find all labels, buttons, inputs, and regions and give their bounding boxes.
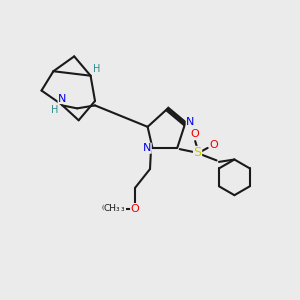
Text: H: H: [93, 64, 101, 74]
Text: O: O: [191, 129, 200, 139]
Text: O: O: [131, 204, 140, 214]
Text: N: N: [58, 94, 67, 103]
Text: O: O: [131, 204, 140, 214]
Text: H: H: [51, 105, 58, 115]
Text: CH₃: CH₃: [104, 204, 121, 213]
Text: N: N: [143, 143, 151, 153]
Text: N: N: [186, 117, 195, 128]
Text: O: O: [209, 140, 218, 150]
Text: S: S: [194, 146, 202, 160]
Text: OCH₃: OCH₃: [102, 204, 126, 213]
